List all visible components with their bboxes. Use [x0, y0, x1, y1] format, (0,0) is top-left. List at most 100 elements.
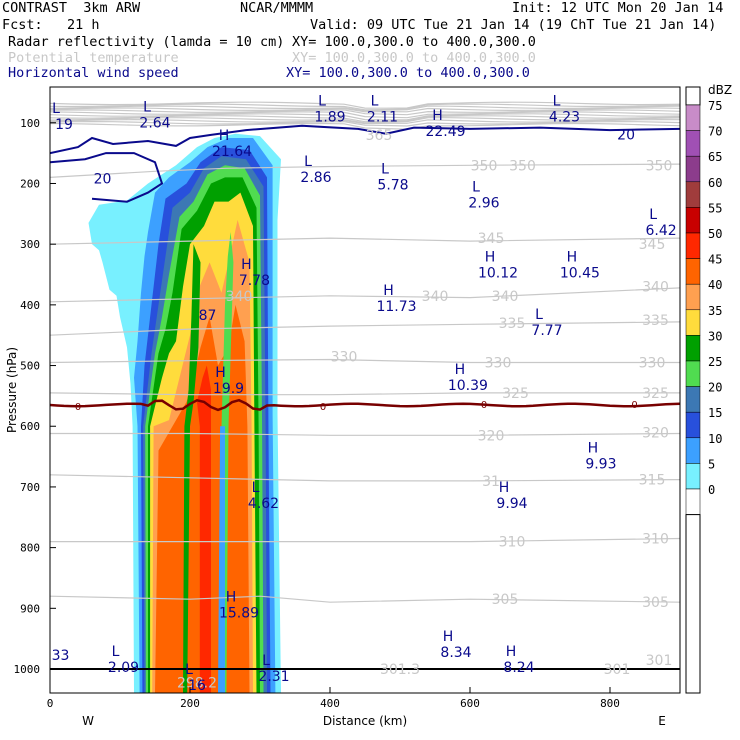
wind-speed-label: 2.09: [108, 660, 139, 676]
wind-extremum-marker: H: [383, 283, 394, 299]
zero-isotherm-label: 0: [320, 402, 326, 413]
wind-speed-label: 9.93: [585, 457, 616, 473]
theta-strat-9: [50, 118, 680, 125]
colorbar-swatch: [685, 488, 701, 515]
colorbar-level: 55: [708, 201, 722, 215]
theta-label: 340: [226, 289, 253, 305]
theta-strat-4: [50, 109, 680, 116]
wind-speed-label: 2.11: [367, 110, 398, 126]
colorbar-level: 5: [708, 457, 715, 471]
wind-extremum-marker: H: [455, 362, 466, 378]
plot-frame: [49, 86, 681, 694]
wind-speed-label: 15.89: [219, 605, 259, 621]
colorbar-swatch: [685, 232, 701, 259]
y-tick-label: 900: [20, 602, 40, 615]
field-reflectivity: Radar reflectivity (lamda = 10 cm): [8, 34, 285, 50]
theta-label: 350: [509, 158, 536, 174]
wind-speed-label: 87: [199, 308, 217, 324]
theta-label: 345: [639, 237, 666, 253]
wind-extremum-marker: L: [371, 94, 379, 110]
wind-extremum-marker: H: [506, 644, 517, 660]
colorbar-level: 10: [708, 432, 722, 446]
wind-extremum-marker: L: [143, 100, 151, 116]
colorbar-level: 65: [708, 150, 722, 164]
colorbar-foot: [685, 514, 701, 694]
wind-extremum-marker: L: [304, 154, 312, 170]
theta-line-7: [50, 474, 680, 482]
wind-extremum-marker: H: [241, 257, 252, 273]
theta-label: 350: [646, 158, 673, 174]
theta-label: 320: [642, 425, 669, 441]
wind-speed-label: 7.78: [239, 273, 270, 289]
y-tick-label: 700: [20, 481, 40, 494]
colorbar-swatch: [685, 437, 701, 464]
field-reflectivity-xy: XY= 100.0,300.0 to 400.0,300.0: [292, 34, 536, 50]
theta-label: 330: [331, 349, 358, 365]
wind-extremum-marker: L: [252, 480, 260, 496]
colorbar-level: 25: [708, 355, 722, 369]
colorbar-swatch: [685, 181, 701, 208]
colorbar-swatch: [685, 360, 701, 387]
theta-label: 310: [642, 532, 669, 548]
field-wind: Horizontal wind speed: [8, 65, 179, 81]
wind-speed-label: 7.77: [531, 323, 562, 339]
wind-speed-label: 22.49: [425, 124, 465, 140]
y-tick-label: 600: [20, 420, 40, 433]
colorbar-level: 70: [708, 125, 722, 139]
wind-speed-label: 9.94: [496, 496, 527, 512]
theta-line-9: [50, 595, 680, 603]
theta-strat-2: [50, 105, 680, 112]
wind-speed-label: 11.73: [376, 299, 416, 315]
zero-isotherm-label: 0: [631, 400, 637, 411]
theta-strat-1: [50, 103, 680, 111]
theta-strat-8: [50, 117, 680, 124]
colorbar-swatch: [685, 104, 701, 131]
wind-speed-label: 21.64: [212, 144, 252, 160]
theta-contours: [50, 101, 680, 603]
wind-speed-label: 20: [94, 171, 112, 187]
wind-extremum-marker: H: [499, 480, 510, 496]
west-label: W: [82, 714, 94, 728]
colorbar-swatch: [685, 463, 701, 490]
wind-speed-label: 19.9: [213, 381, 244, 397]
x-tick-label: 600: [460, 697, 480, 710]
wind-speed-label: 10.12: [478, 265, 518, 281]
colorbar-swatch: [685, 283, 701, 311]
wind-extremum-marker: H: [443, 629, 454, 645]
wind-extremum-marker: H: [485, 249, 496, 265]
wind-extremum-marker: L: [553, 94, 561, 110]
colorbar-level: 60: [708, 176, 722, 190]
wind-speed-label: 4.23: [549, 110, 580, 126]
colorbar-swatch: [685, 309, 701, 336]
wind-speed-label: 8.34: [440, 645, 471, 661]
x-tick-label: 200: [180, 697, 200, 710]
wind-speed-label: 20: [617, 128, 635, 144]
theta-label: 325: [642, 386, 669, 402]
theta-label: 335: [499, 316, 526, 332]
wind-extremum-marker: H: [226, 589, 237, 605]
theta-line-4: [50, 358, 680, 364]
theta-strat-10: [50, 120, 680, 127]
wind-20-lower: [50, 152, 164, 203]
theta-label: 330: [639, 356, 666, 372]
colorbar-level: 15: [708, 406, 722, 420]
theta-label: 340: [492, 289, 519, 305]
wind-extremum-marker: H: [567, 249, 578, 265]
field-theta: Potential temperature: [8, 50, 179, 66]
theta-label: 305: [492, 592, 519, 608]
theta-line-3: [50, 321, 680, 336]
theta-line-6: [50, 432, 680, 436]
wind-speed-label: 16: [188, 678, 206, 694]
wind-speed-label: 10.45: [560, 265, 600, 281]
colorbar-level: 40: [708, 278, 722, 292]
theta-label: 330: [485, 356, 512, 372]
y-tick-label: 400: [20, 299, 40, 312]
wind-speed-label: 8.24: [503, 660, 534, 676]
colorbar-swatch: [685, 411, 701, 439]
theta-label: 301.3: [380, 662, 420, 678]
colorbar-swatch: [685, 155, 701, 183]
colorbar-level: 45: [708, 253, 722, 267]
theta-line-8: [50, 537, 680, 543]
wind-speed-label: 2.86: [300, 170, 331, 186]
